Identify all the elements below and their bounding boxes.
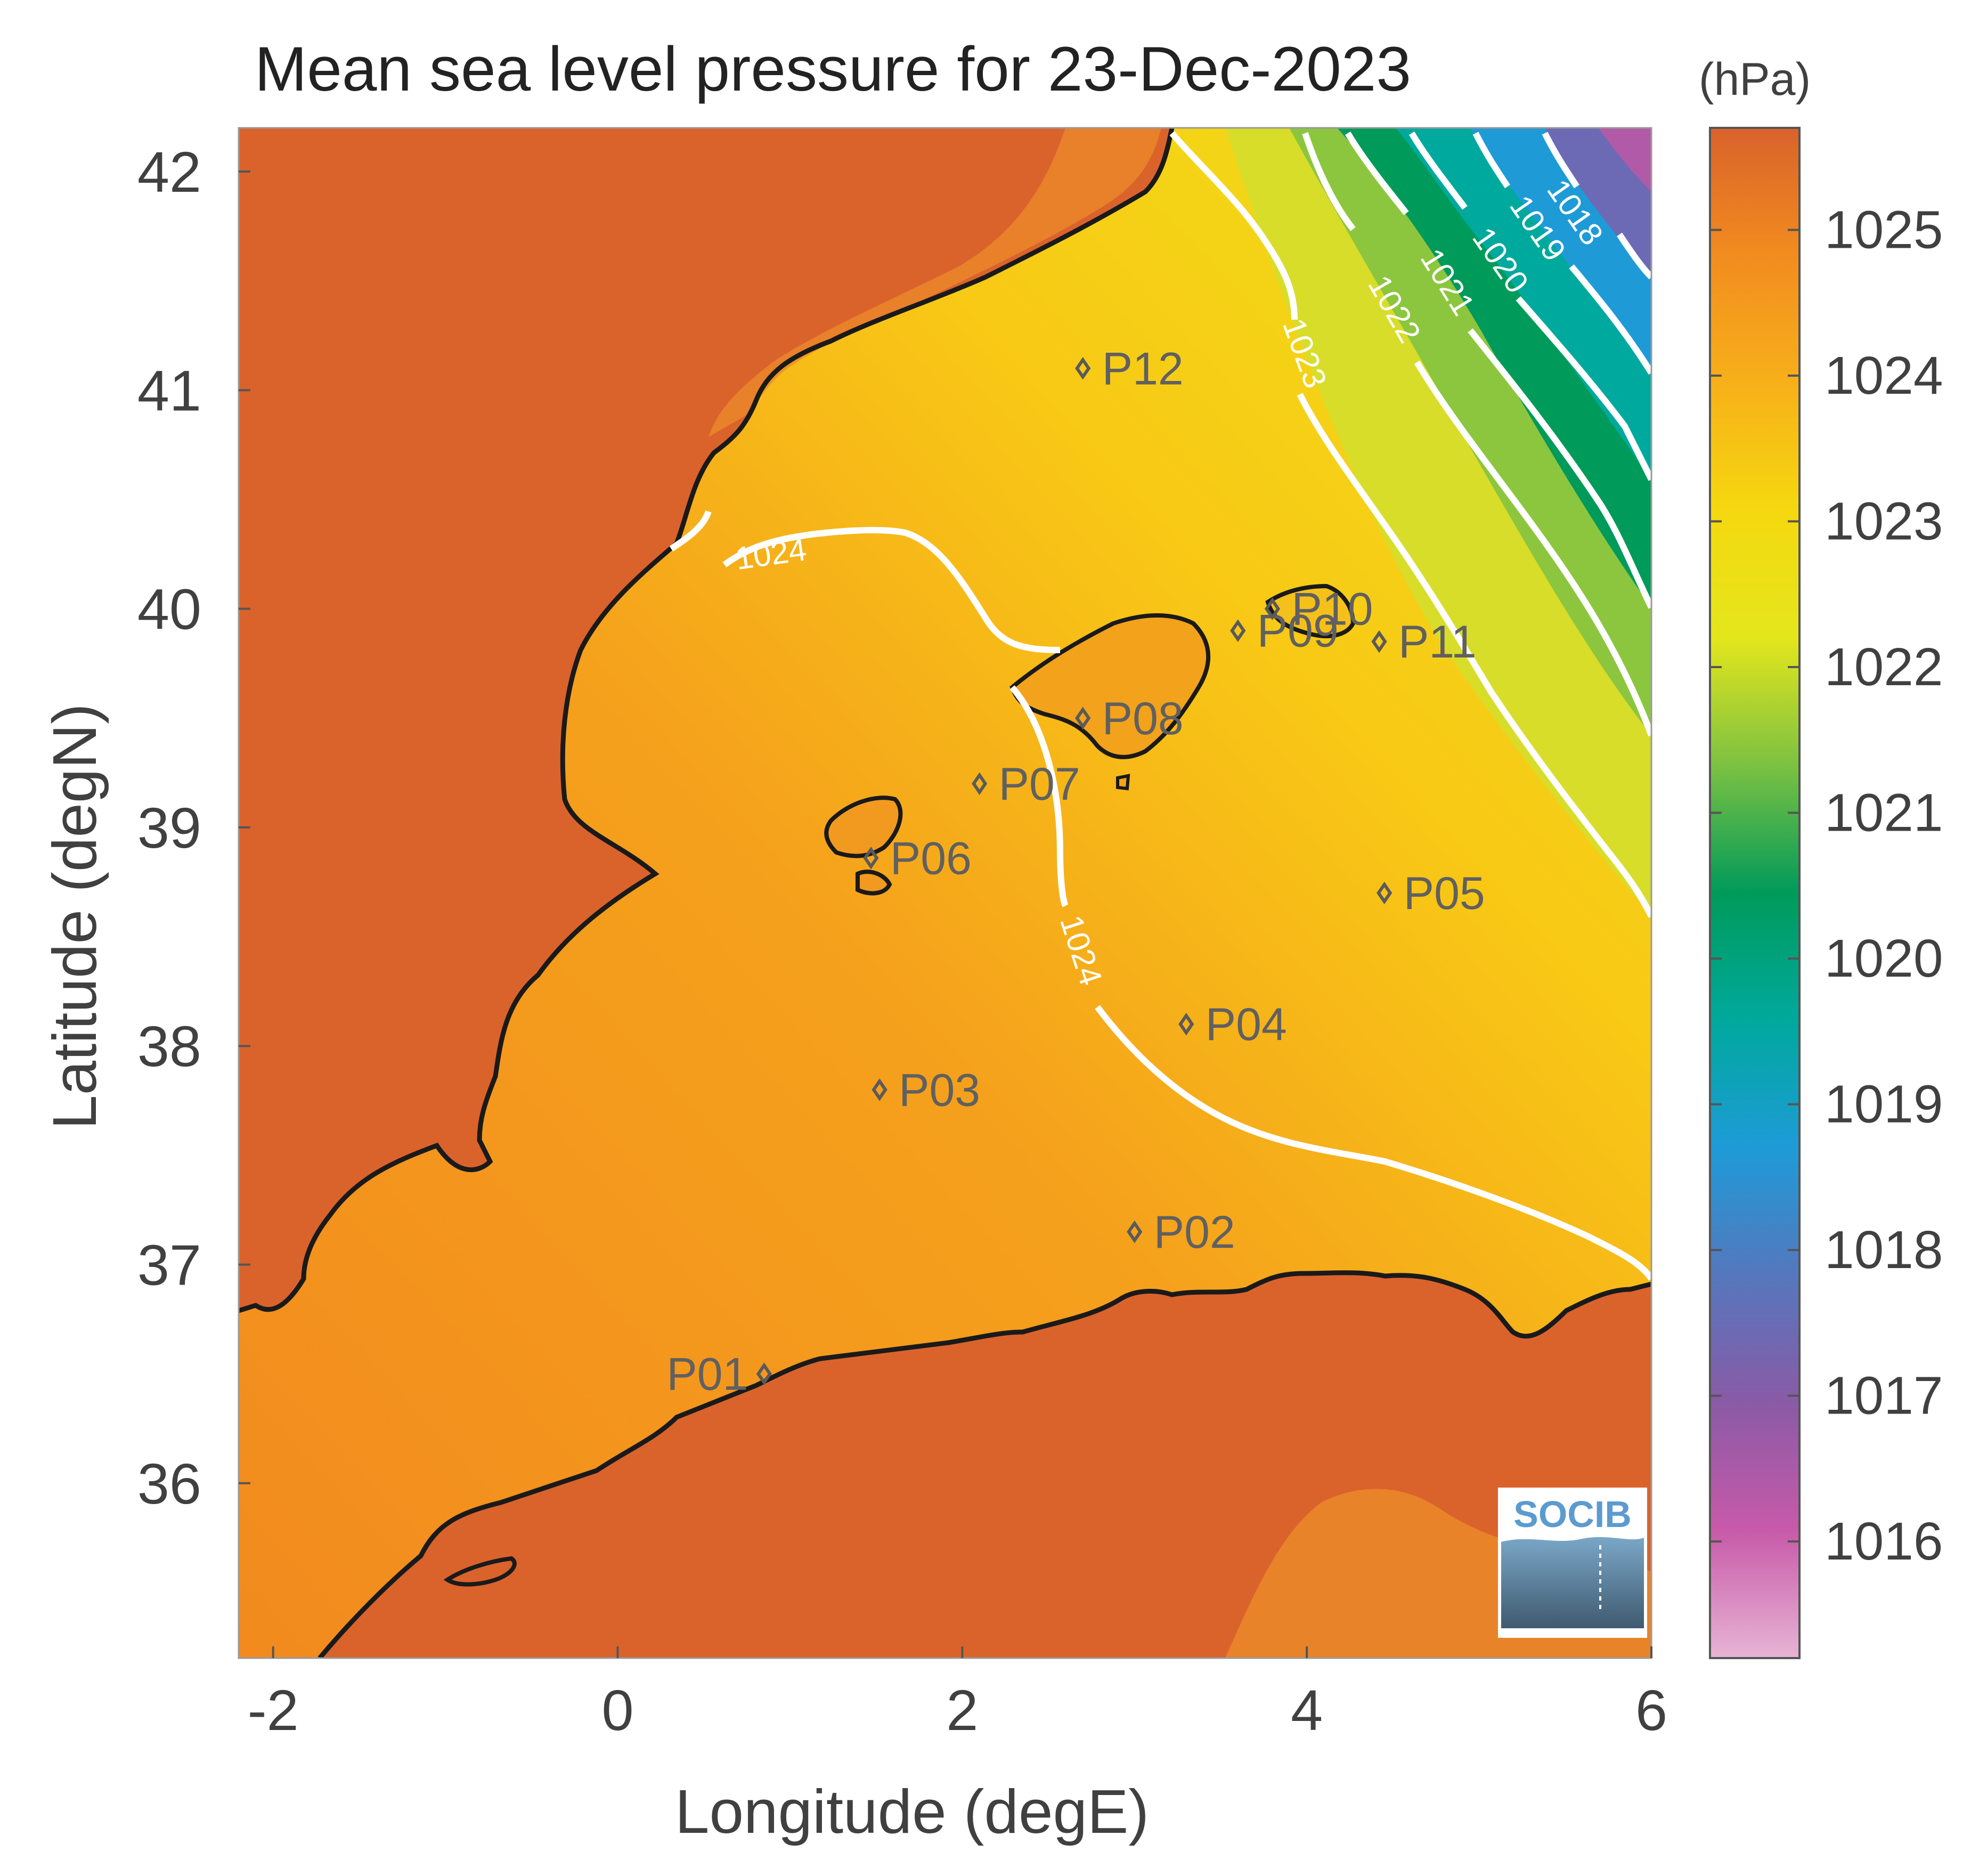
x-axis-label: Longitude (degE) <box>675 1777 1149 1846</box>
station-label: P01 <box>666 1349 748 1400</box>
station-marker <box>1127 1220 1143 1244</box>
contour-1020 <box>1408 131 1651 481</box>
x-tick-label: 6 <box>1635 1678 1667 1742</box>
station-label: P08 <box>1102 693 1184 744</box>
station-marker <box>1377 881 1392 905</box>
colorbar-frame <box>1709 127 1801 1659</box>
y-axis-label: Latitude (degN) <box>40 703 109 1130</box>
colorbar: 1016 1017 1018 1019 1020 1021 1022 1023 1024 1025… <box>1699 54 1943 1659</box>
y-tick-label: 40 <box>137 577 201 641</box>
y-tick-label: 38 <box>137 1014 201 1078</box>
station-label: P03 <box>899 1065 980 1116</box>
station-marker <box>972 772 988 795</box>
land-iberia <box>239 128 1172 1311</box>
land-coastal-plain-north <box>709 128 1161 437</box>
station-marker <box>1075 357 1091 380</box>
socib-logo: SOCIB <box>1498 1488 1647 1638</box>
colorbar-ramp <box>1710 128 1799 1658</box>
contour-1024-south <box>1009 685 1651 1281</box>
station-label: P12 <box>1102 343 1184 394</box>
contour-lines <box>669 131 1651 1281</box>
island-ibiza <box>824 795 903 858</box>
colorbar-tick-label: 1022 <box>1825 637 1943 697</box>
island-alboran-outline <box>443 1556 517 1587</box>
station-label: P05 <box>1404 868 1485 919</box>
station-label: P06 <box>890 833 972 884</box>
station-label: P02 <box>1154 1207 1235 1258</box>
contour-1023 <box>1169 131 1651 918</box>
colorbar-tick-label: 1017 <box>1825 1366 1943 1426</box>
contour-1018 <box>1542 132 1651 280</box>
x-tick-label: 2 <box>946 1678 978 1742</box>
figure-title: Mean sea level pressure for 23-Dec-2023 <box>255 34 1411 104</box>
colorbar-tick-label: 1018 <box>1825 1220 1943 1280</box>
station-label: P10 <box>1291 584 1373 635</box>
contour-1022 <box>1302 132 1651 737</box>
station-marker <box>863 847 879 870</box>
contour-1024-north <box>669 510 1061 653</box>
colorbar-tick-label: 1023 <box>1825 492 1943 551</box>
contour-1019 <box>1472 132 1651 375</box>
colorbar-unit-label: (hPa) <box>1699 54 1811 105</box>
island-menorca <box>1265 583 1356 638</box>
socib-logo-text: SOCIB <box>1513 1493 1632 1535</box>
y-tick-label: 36 <box>137 1451 201 1516</box>
island-formentera <box>856 870 892 896</box>
colorbar-tick-label: 1021 <box>1825 783 1943 843</box>
station-label: P11 <box>1398 616 1477 668</box>
station-marker <box>1075 706 1091 730</box>
band-1017 <box>1598 128 1651 192</box>
island-mallorca <box>1009 613 1211 759</box>
map-panel: SOCIB <box>239 128 1651 1658</box>
x-tick-label: 0 <box>601 1678 633 1742</box>
coastline-africa <box>317 1270 1651 1658</box>
map-frame <box>238 127 1652 1659</box>
station-label: P04 <box>1206 999 1287 1050</box>
y-tick-label: 39 <box>137 795 201 860</box>
colorbar-tick-label: 1025 <box>1825 200 1943 259</box>
station-marker <box>1230 619 1246 642</box>
y-tick-label: 37 <box>137 1232 201 1297</box>
colorbar-tick-label: 1020 <box>1825 929 1943 988</box>
contour-1021 <box>1345 131 1651 609</box>
y-tick-label: 42 <box>137 140 201 204</box>
socib-logo-wave <box>1501 1537 1644 1628</box>
x-tick-label: -2 <box>248 1678 299 1742</box>
colorbar-tick-label: 1019 <box>1825 1075 1943 1134</box>
y-tick-label: 41 <box>137 358 201 423</box>
station-marker <box>1178 1012 1194 1036</box>
coastline-iberia <box>239 128 1175 1313</box>
station-marker <box>1371 630 1387 653</box>
island-cabrera <box>1116 774 1130 791</box>
station-marker <box>1264 597 1281 620</box>
x-tick-label: 4 <box>1291 1678 1323 1742</box>
station-marker <box>872 1078 887 1101</box>
colorbar-tick-label: 1024 <box>1825 346 1943 405</box>
station-label: P07 <box>999 759 1080 810</box>
y-axis: 36 37 38 39 40 41 42 <box>137 140 250 1516</box>
station-marker <box>756 1362 772 1385</box>
colorbar-tick-label: 1016 <box>1825 1512 1943 1571</box>
x-axis: -2 0 2 4 6 <box>248 1646 1667 1742</box>
colorbar-ticks: 1016 1017 1018 1019 1020 1021 1022 1023 1024 1025 <box>1710 200 1943 1571</box>
